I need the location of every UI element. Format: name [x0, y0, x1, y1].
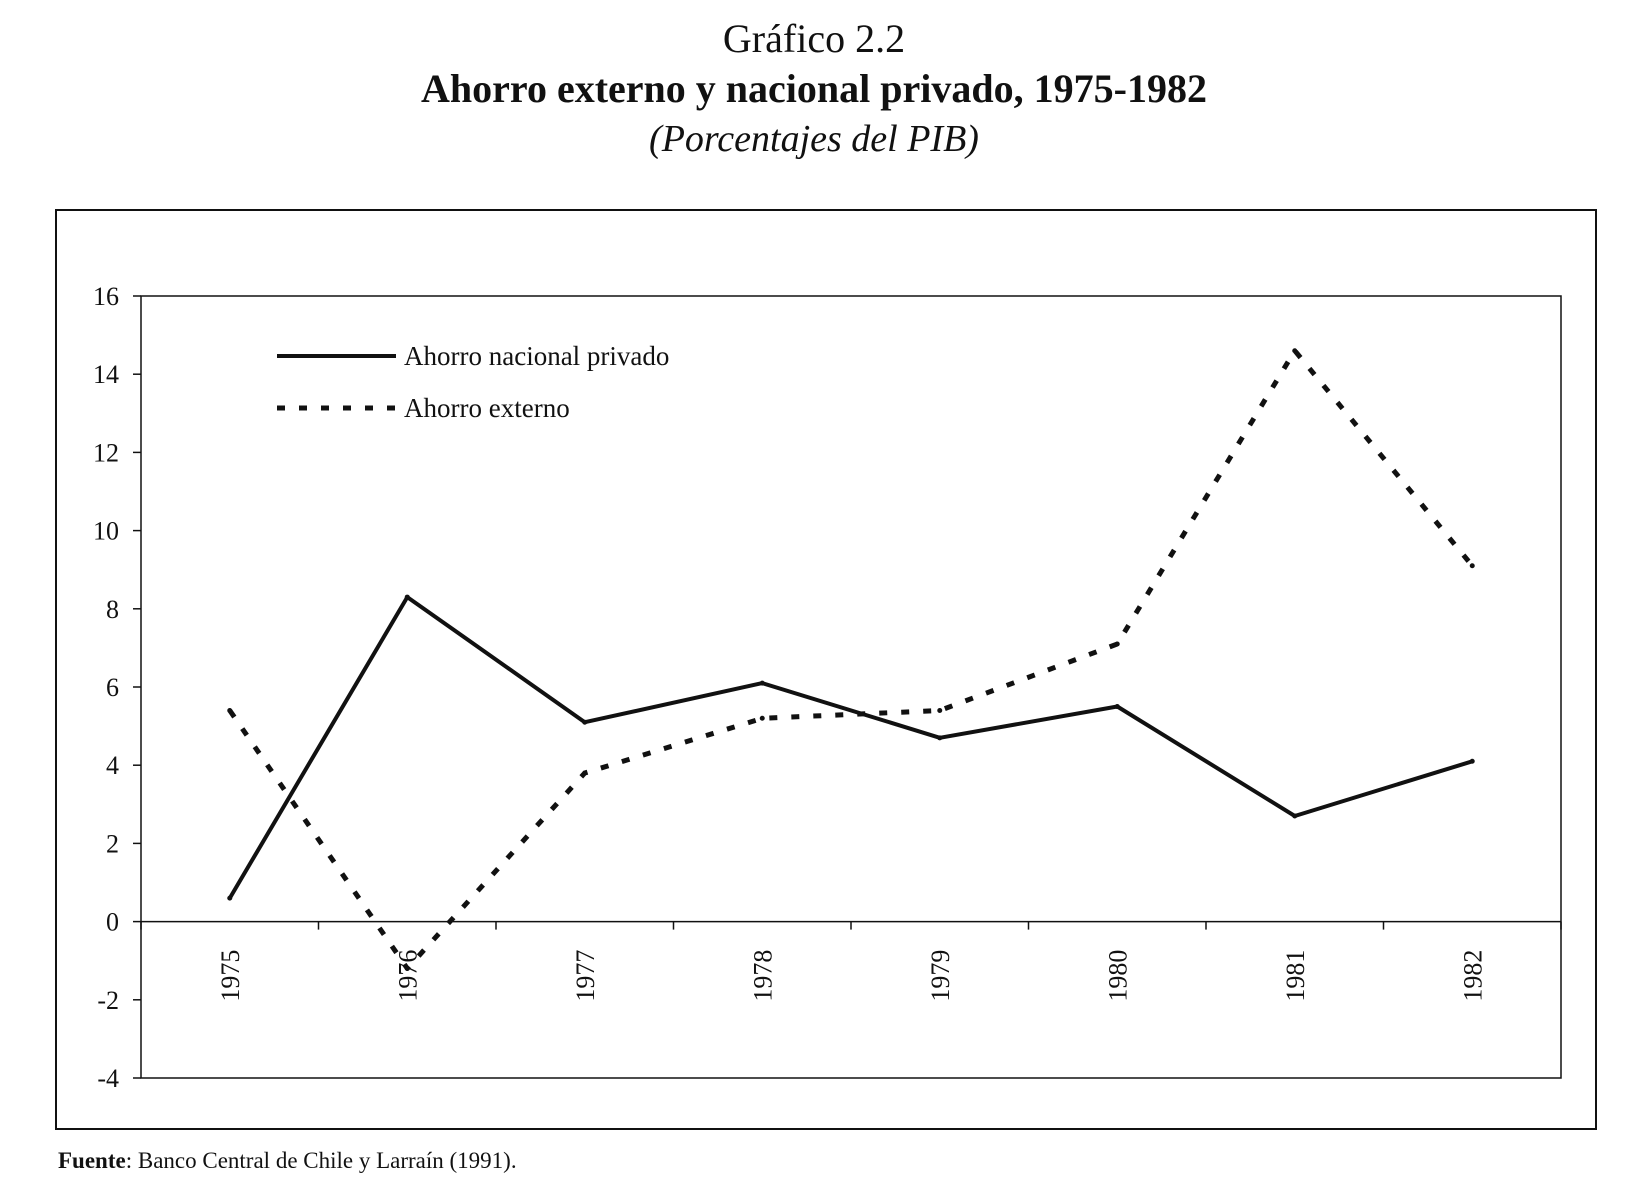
x-tick-label: 1976	[393, 950, 422, 1002]
data-point	[1114, 704, 1120, 710]
data-point	[937, 735, 943, 741]
data-point	[1469, 563, 1475, 569]
data-point	[404, 966, 410, 972]
chart-title: Ahorro externo y nacional privado, 1975-…	[421, 66, 1207, 111]
y-tick-label: 16	[93, 282, 119, 311]
legend-label: Ahorro nacional privado	[404, 341, 669, 371]
source-label: Fuente	[58, 1148, 126, 1173]
series-line-ahorro-nacional-privado	[228, 595, 1473, 900]
data-point	[1292, 813, 1298, 819]
y-tick-label: 14	[93, 360, 119, 389]
legend: Ahorro nacional privado Ahorro externo	[277, 341, 669, 423]
x-tick-label: 1975	[216, 950, 245, 1002]
legend-label: Ahorro externo	[404, 393, 570, 423]
data-point	[227, 707, 233, 713]
y-tick-label: 0	[106, 908, 119, 937]
x-tick-label: 1980	[1103, 950, 1132, 1002]
y-tick-label: -2	[97, 986, 119, 1015]
x-tick-label: 1978	[748, 950, 777, 1002]
y-tick-label: 4	[106, 751, 119, 780]
data-point	[227, 895, 233, 901]
data-point	[582, 719, 588, 725]
y-axis: 16 14 12 10 8 6 4 2 0 -2 -4	[93, 282, 141, 1093]
figure-label: Gráfico 2.2	[722, 16, 906, 61]
y-tick-label: -4	[97, 1064, 119, 1093]
data-point	[1292, 348, 1298, 354]
data-point	[582, 770, 588, 776]
data-point	[1114, 641, 1120, 647]
chart-frame	[55, 209, 1597, 1130]
y-tick-label: 2	[106, 829, 119, 858]
y-tick-label: 12	[93, 438, 119, 467]
data-point	[759, 715, 765, 721]
x-tick-label: 1979	[926, 950, 955, 1002]
data-point	[404, 594, 410, 600]
x-tick-label: 1977	[571, 950, 600, 1002]
data-point	[937, 707, 943, 713]
y-tick-label: 10	[93, 517, 119, 546]
y-tick-label: 8	[106, 595, 119, 624]
source-note: Fuente: Banco Central de Chile y Larraín…	[58, 1148, 517, 1174]
chart-subtitle: (Porcentajes del PIB)	[649, 118, 979, 160]
x-axis: 1975 1976 1977 1978 1979 1980 1981 1982	[140, 920, 1562, 1002]
x-tick-label: 1981	[1281, 950, 1310, 1002]
chart-title-block: Gráfico 2.2 Ahorro externo y nacional pr…	[0, 14, 1628, 164]
y-tick-label: 6	[106, 673, 119, 702]
series-layer	[227, 348, 1475, 972]
x-tick-label: 1982	[1458, 950, 1487, 1002]
data-point	[1469, 758, 1475, 764]
data-point	[759, 680, 765, 686]
source-text: : Banco Central de Chile y Larraín (1991…	[125, 1148, 517, 1173]
series-line-ahorro-externo	[227, 348, 1475, 971]
